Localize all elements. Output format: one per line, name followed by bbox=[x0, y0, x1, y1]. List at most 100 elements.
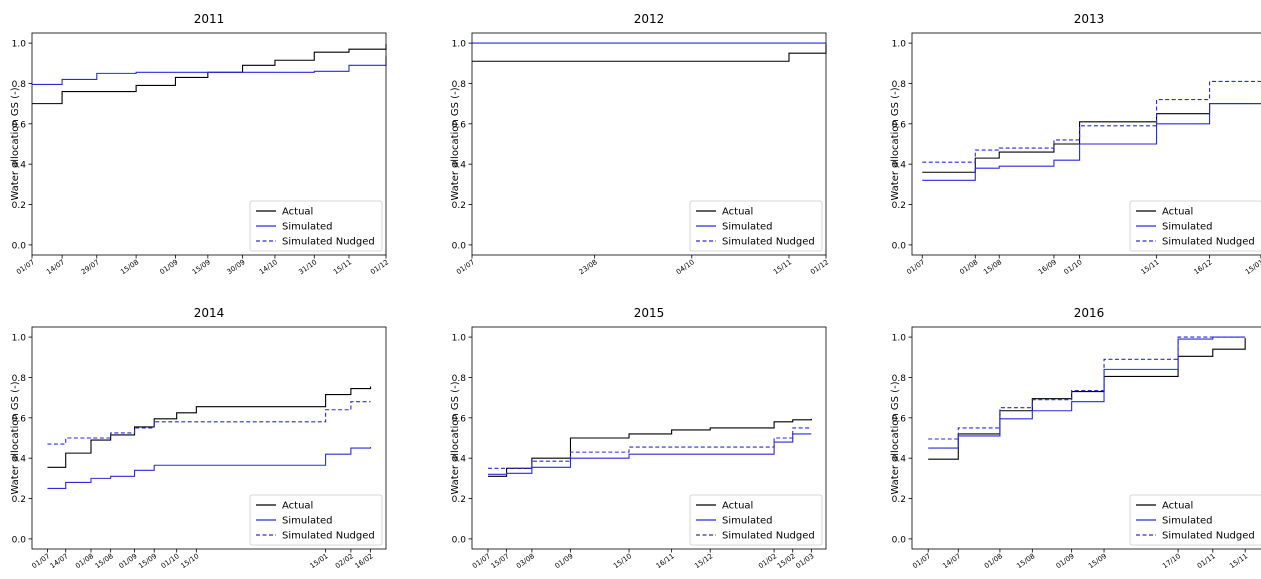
subplot-2016: 2016 Water allocation GS (-) 0.0 0.2 0.4 0.6 0… bbox=[890, 306, 1261, 570]
x-tick-label: 16/09 bbox=[1037, 258, 1058, 276]
y-axis-label: Water allocation GS (-) bbox=[450, 381, 461, 494]
legend-label: Simulated Nudged bbox=[722, 237, 815, 248]
x-tick-label: 29/07 bbox=[80, 258, 101, 276]
series-line-actual bbox=[32, 44, 387, 105]
legend-label: Simulated bbox=[282, 516, 333, 527]
y-tick-label: 1.0 bbox=[12, 334, 27, 344]
x-tick-label: 15/09 bbox=[1087, 552, 1108, 570]
subplot-title: 2011 bbox=[194, 12, 225, 26]
subplot-title: 2014 bbox=[194, 306, 225, 320]
x-tick-label: 14/07 bbox=[941, 552, 962, 570]
y-tick-label: 0.4 bbox=[452, 161, 467, 171]
legend-label: Actual bbox=[722, 207, 753, 218]
axes-frame bbox=[911, 32, 1261, 256]
x-tick-label: 01/07 bbox=[30, 552, 51, 570]
x-tick-label: 01/12 bbox=[809, 258, 830, 276]
legend: Actual Simulated Simulated Nudged bbox=[1129, 494, 1261, 546]
x-tick-label: 01/12 bbox=[369, 258, 390, 276]
x-tick-label: 15/09 bbox=[137, 552, 158, 570]
series-line-simulated-nudged bbox=[47, 401, 371, 445]
series-line-actual bbox=[922, 103, 1261, 173]
legend-label: Actual bbox=[1162, 501, 1193, 512]
x-tick-label: 15/09 bbox=[191, 258, 212, 276]
subplot-title: 2013 bbox=[1074, 12, 1105, 26]
legend: Actual Simulated Simulated Nudged bbox=[689, 200, 823, 252]
x-tick-label: 15/01 bbox=[1244, 258, 1261, 276]
subplot-2015: 2015 Water allocation GS (-) 0.0 0.2 0.4 0.6 0… bbox=[450, 306, 827, 570]
axes-frame bbox=[31, 326, 387, 550]
x-tick-label: 01/11 bbox=[1196, 552, 1217, 570]
x-tick-label: 15/12 bbox=[693, 552, 714, 570]
x-tick-label: 01/09 bbox=[158, 258, 179, 276]
series-line-simulated bbox=[32, 56, 387, 86]
y-axis-label: Water allocation GS (-) bbox=[890, 87, 901, 200]
y-tick-label: 0.2 bbox=[452, 201, 466, 211]
series-line-actual bbox=[928, 338, 1246, 460]
legend-label: Simulated Nudged bbox=[1162, 237, 1255, 248]
y-tick-label: 1.0 bbox=[12, 40, 27, 50]
y-tick-label: 0.6 bbox=[892, 414, 907, 424]
subplot-2014: 2014 Water allocation GS (-) 0.0 0.2 0.4 0.6 0… bbox=[10, 306, 387, 570]
y-tick-label: 0.4 bbox=[892, 455, 907, 465]
x-tick-label: 15/11 bbox=[1228, 552, 1249, 570]
y-tick-label: 0.6 bbox=[12, 120, 27, 130]
x-tick-label: 16/02 bbox=[354, 552, 375, 570]
x-tick-label: 15/11 bbox=[332, 258, 353, 276]
x-tick-label: 01/07 bbox=[911, 552, 932, 570]
x-tick-label: 02/02 bbox=[334, 552, 355, 570]
x-tick-label: 01/08 bbox=[958, 258, 979, 276]
series-line-simulated-nudged bbox=[928, 336, 1246, 440]
legend-label: Simulated Nudged bbox=[282, 237, 375, 248]
x-tick-label: 04/10 bbox=[675, 258, 696, 276]
legend-box bbox=[249, 200, 383, 252]
y-axis-label: Water allocation GS (-) bbox=[890, 381, 901, 494]
x-tick-label: 30/09 bbox=[226, 258, 247, 276]
y-tick-label: 0.8 bbox=[452, 374, 467, 384]
axes-frame bbox=[31, 32, 387, 256]
x-tick-label: 15/08 bbox=[1015, 552, 1036, 570]
x-tick-label: 01/10 bbox=[1063, 258, 1084, 276]
x-tick-label: 01/08 bbox=[74, 552, 95, 570]
series-line-simulated bbox=[922, 103, 1261, 181]
y-tick-label: 1.0 bbox=[892, 40, 907, 50]
legend: Actual Simulated Simulated Nudged bbox=[249, 494, 383, 546]
y-tick-label: 0.0 bbox=[12, 535, 27, 545]
x-tick-label: 15/07 bbox=[490, 552, 511, 570]
legend: Actual Simulated Simulated Nudged bbox=[249, 200, 383, 252]
x-tick-label: 01/09 bbox=[1055, 552, 1076, 570]
subplot-2013: 2013 Water allocation GS (-) 0.0 0.2 0.4 0.6 0… bbox=[890, 12, 1261, 276]
y-tick-label: 0.0 bbox=[892, 535, 907, 545]
y-axis-label: Water allocation GS (-) bbox=[10, 381, 21, 494]
x-tick-label: 01/08 bbox=[983, 552, 1004, 570]
axes-frame bbox=[471, 326, 827, 550]
y-tick-label: 0.2 bbox=[12, 495, 26, 505]
axes-frame bbox=[911, 326, 1261, 550]
y-tick-label: 0.4 bbox=[12, 161, 27, 171]
y-tick-label: 0.0 bbox=[452, 535, 467, 545]
x-tick-label: 01/10 bbox=[160, 552, 181, 570]
y-tick-label: 0.4 bbox=[12, 455, 27, 465]
y-tick-label: 1.0 bbox=[452, 40, 467, 50]
x-tick-label: 15/10 bbox=[612, 552, 633, 570]
x-tick-label: 15/08 bbox=[94, 552, 115, 570]
legend-label: Simulated bbox=[1162, 222, 1213, 233]
y-tick-label: 0.8 bbox=[452, 80, 467, 90]
y-tick-label: 0.0 bbox=[892, 241, 907, 251]
legend-label: Actual bbox=[282, 207, 313, 218]
y-tick-label: 0.6 bbox=[452, 414, 467, 424]
legend-label: Simulated Nudged bbox=[722, 531, 815, 542]
x-tick-label: 16/12 bbox=[1193, 258, 1214, 276]
x-tick-label: 15/01 bbox=[309, 552, 330, 570]
y-tick-label: 0.8 bbox=[892, 374, 907, 384]
legend-box bbox=[689, 200, 823, 252]
y-tick-label: 0.8 bbox=[892, 80, 907, 90]
series-line-simulated-nudged bbox=[922, 80, 1261, 163]
y-tick-label: 0.0 bbox=[12, 241, 27, 251]
x-tick-label: 01/03 bbox=[794, 552, 815, 570]
x-tick-label: 14/07 bbox=[49, 552, 70, 570]
y-tick-label: 1.0 bbox=[452, 334, 467, 344]
x-tick-label: 16/11 bbox=[655, 552, 676, 570]
x-tick-label: 15/02 bbox=[776, 552, 797, 570]
y-axis-label: Water allocation GS (-) bbox=[10, 87, 21, 200]
x-tick-label: 17/10 bbox=[1161, 552, 1182, 570]
